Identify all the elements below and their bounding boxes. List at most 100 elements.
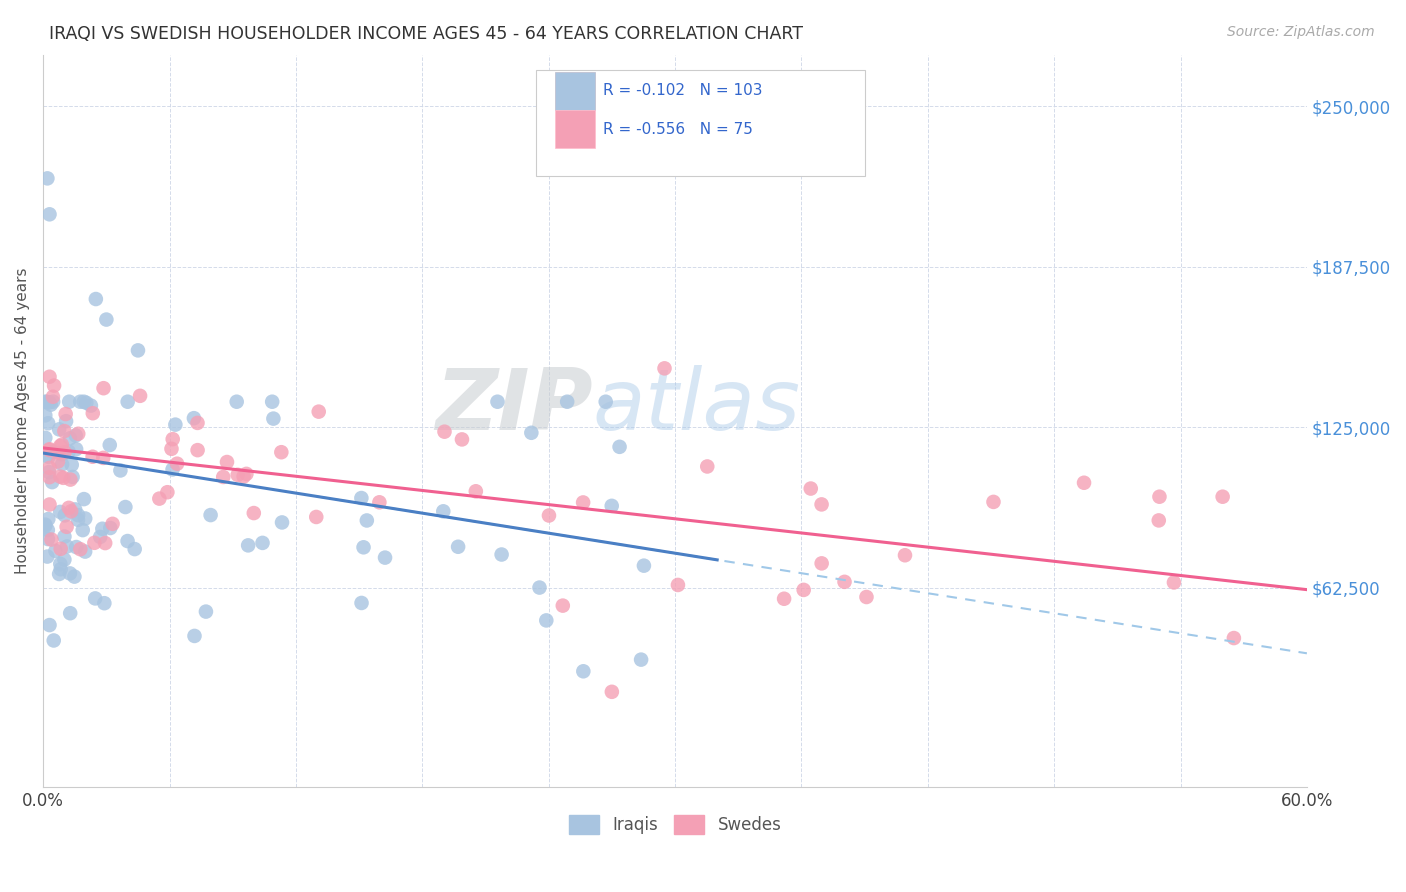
Point <box>35 449 58 463</box>
Point <box>101 516 124 531</box>
Point <box>38 461 60 475</box>
Point <box>110 463 132 477</box>
Point <box>82 450 104 464</box>
Text: ZIP: ZIP <box>436 365 593 448</box>
Point <box>270 445 292 459</box>
Point <box>84 292 107 306</box>
Point <box>666 578 689 592</box>
Point <box>160 442 183 456</box>
Point <box>83 536 105 550</box>
Point <box>200 508 222 522</box>
Point <box>38 465 60 479</box>
FancyBboxPatch shape <box>555 72 595 110</box>
Point <box>447 540 470 554</box>
Point <box>80 399 103 413</box>
Point <box>52 471 75 485</box>
Point <box>93 381 115 395</box>
Point <box>49 469 72 483</box>
Point <box>69 542 91 557</box>
Point <box>65 442 87 457</box>
Point <box>38 470 60 484</box>
Point <box>58 444 80 458</box>
Point <box>48 422 70 436</box>
Point <box>609 440 631 454</box>
Point <box>37 171 59 186</box>
Point <box>51 457 73 471</box>
Point <box>35 395 58 409</box>
Point <box>60 504 83 518</box>
Point <box>225 394 247 409</box>
Point <box>41 475 63 489</box>
Point <box>271 516 294 530</box>
Point <box>35 394 58 409</box>
Point <box>75 544 97 558</box>
Point <box>226 467 249 482</box>
Point <box>93 596 115 610</box>
Point <box>58 500 80 515</box>
Point <box>53 530 76 544</box>
Text: R = -0.556   N = 75: R = -0.556 N = 75 <box>603 121 752 136</box>
Point <box>38 395 60 409</box>
Point <box>162 462 184 476</box>
Point <box>73 492 96 507</box>
Point <box>529 581 551 595</box>
Point <box>810 497 832 511</box>
Legend: Iraqis, Swedes: Iraqis, Swedes <box>562 808 789 840</box>
Point <box>252 536 274 550</box>
Point <box>654 361 676 376</box>
Point <box>62 470 84 484</box>
Point <box>37 512 59 526</box>
Point <box>194 605 217 619</box>
Point <box>82 406 104 420</box>
Point <box>1212 490 1234 504</box>
Point <box>44 544 66 558</box>
Point <box>55 520 77 534</box>
Point <box>34 519 56 533</box>
Point <box>834 574 856 589</box>
Text: IRAQI VS SWEDISH HOUSEHOLDER INCOME AGES 45 - 64 YEARS CORRELATION CHART: IRAQI VS SWEDISH HOUSEHOLDER INCOME AGES… <box>49 25 803 43</box>
Point <box>65 540 87 554</box>
Point <box>98 521 121 535</box>
Point <box>127 343 149 358</box>
Point <box>162 432 184 446</box>
Point <box>262 394 284 409</box>
Point <box>37 532 59 546</box>
Y-axis label: Householder Income Ages 45 - 64 years: Householder Income Ages 45 - 64 years <box>15 268 30 574</box>
Point <box>894 548 917 562</box>
Point <box>55 407 77 421</box>
Point <box>37 450 59 464</box>
Point <box>451 433 474 447</box>
Point <box>236 538 259 552</box>
Point <box>1163 575 1185 590</box>
Point <box>37 523 59 537</box>
Point <box>353 541 375 555</box>
Point <box>38 618 60 632</box>
Point <box>53 424 76 438</box>
Point <box>633 558 655 573</box>
Point <box>433 425 456 439</box>
Point <box>537 508 560 523</box>
Point <box>59 606 82 620</box>
Point <box>187 443 209 458</box>
Point <box>67 508 90 523</box>
Point <box>551 599 574 613</box>
Point <box>1149 490 1171 504</box>
Point <box>855 590 877 604</box>
Point <box>374 550 396 565</box>
Point <box>156 485 179 500</box>
Point <box>51 437 73 451</box>
Point <box>42 390 65 404</box>
Point <box>94 536 117 550</box>
Point <box>1073 475 1095 490</box>
Point <box>215 455 238 469</box>
Point <box>810 557 832 571</box>
Point <box>75 396 97 410</box>
Point <box>356 513 378 527</box>
FancyBboxPatch shape <box>555 110 595 148</box>
Point <box>308 404 330 418</box>
Point <box>486 394 509 409</box>
Point <box>1147 513 1170 527</box>
Point <box>600 685 623 699</box>
Point <box>232 469 254 483</box>
Point <box>46 454 69 468</box>
